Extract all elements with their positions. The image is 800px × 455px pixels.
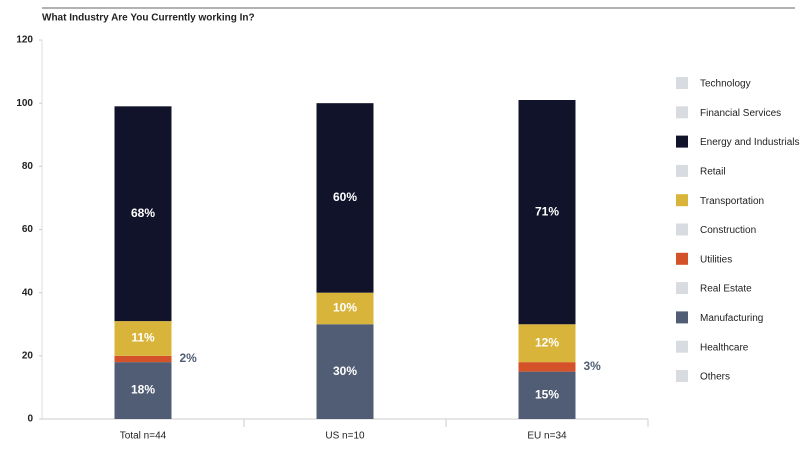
bar-segment xyxy=(316,103,374,293)
legend-swatch xyxy=(676,282,688,295)
y-tick-label: 120 xyxy=(16,35,33,46)
legend-label: Manufacturing xyxy=(700,313,763,324)
bar-segment xyxy=(518,100,576,325)
legend-swatch xyxy=(676,252,688,265)
bar-segment xyxy=(316,324,374,419)
y-tick-label: 40 xyxy=(22,287,34,298)
legend-label: Transportation xyxy=(700,196,764,207)
legend-label: Retail xyxy=(700,167,726,178)
y-tick-label: 100 xyxy=(16,98,33,109)
value-label: 60% xyxy=(333,190,357,204)
legend-swatch xyxy=(676,194,688,207)
bar-segment xyxy=(518,362,576,372)
legend-label: Others xyxy=(700,372,730,383)
value-label: 12% xyxy=(535,335,559,349)
legend-swatch xyxy=(676,311,688,324)
legend-swatch xyxy=(676,106,688,119)
value-label: 71% xyxy=(535,204,559,218)
legend-swatch xyxy=(676,340,688,353)
bar-segment xyxy=(316,292,374,325)
bar-segment xyxy=(114,321,172,356)
legend-label: Financial Services xyxy=(700,108,781,119)
legend-label: Technology xyxy=(700,79,751,90)
y-tick-label: 0 xyxy=(27,414,33,425)
legend-swatch xyxy=(676,370,688,382)
value-label: 15% xyxy=(535,387,559,401)
value-label: 68% xyxy=(131,206,155,220)
value-label: 18% xyxy=(131,383,155,397)
bar-segment xyxy=(518,324,576,363)
bar-segment xyxy=(114,362,172,419)
legend-swatch xyxy=(676,223,688,236)
y-tick-label: 20 xyxy=(22,350,34,361)
legend-swatch xyxy=(676,164,688,177)
bar-segment xyxy=(114,355,172,363)
legend-swatch xyxy=(676,77,688,89)
value-label: 30% xyxy=(333,364,357,378)
x-tick-label: US n=10 xyxy=(325,431,365,442)
value-label: 2% xyxy=(180,351,198,365)
legend-label: Utilities xyxy=(700,254,732,265)
legend-label: Energy and Industrials xyxy=(700,137,800,148)
chart-title: What Industry Are You Currently working … xyxy=(42,13,255,24)
legend-label: Real Estate xyxy=(700,284,752,295)
legend-label: Construction xyxy=(700,225,756,236)
value-label: 11% xyxy=(131,331,155,345)
legend-label: Healthcare xyxy=(700,342,749,353)
value-label: 10% xyxy=(333,301,357,315)
x-tick-label: Total n=44 xyxy=(120,431,167,442)
value-label: 3% xyxy=(584,359,602,373)
x-tick-label: EU n=34 xyxy=(527,431,567,442)
y-tick-label: 80 xyxy=(22,161,34,172)
bar-segment xyxy=(518,371,576,419)
y-tick-label: 60 xyxy=(22,224,34,235)
legend-swatch xyxy=(676,135,688,148)
bar-segment xyxy=(114,106,172,322)
